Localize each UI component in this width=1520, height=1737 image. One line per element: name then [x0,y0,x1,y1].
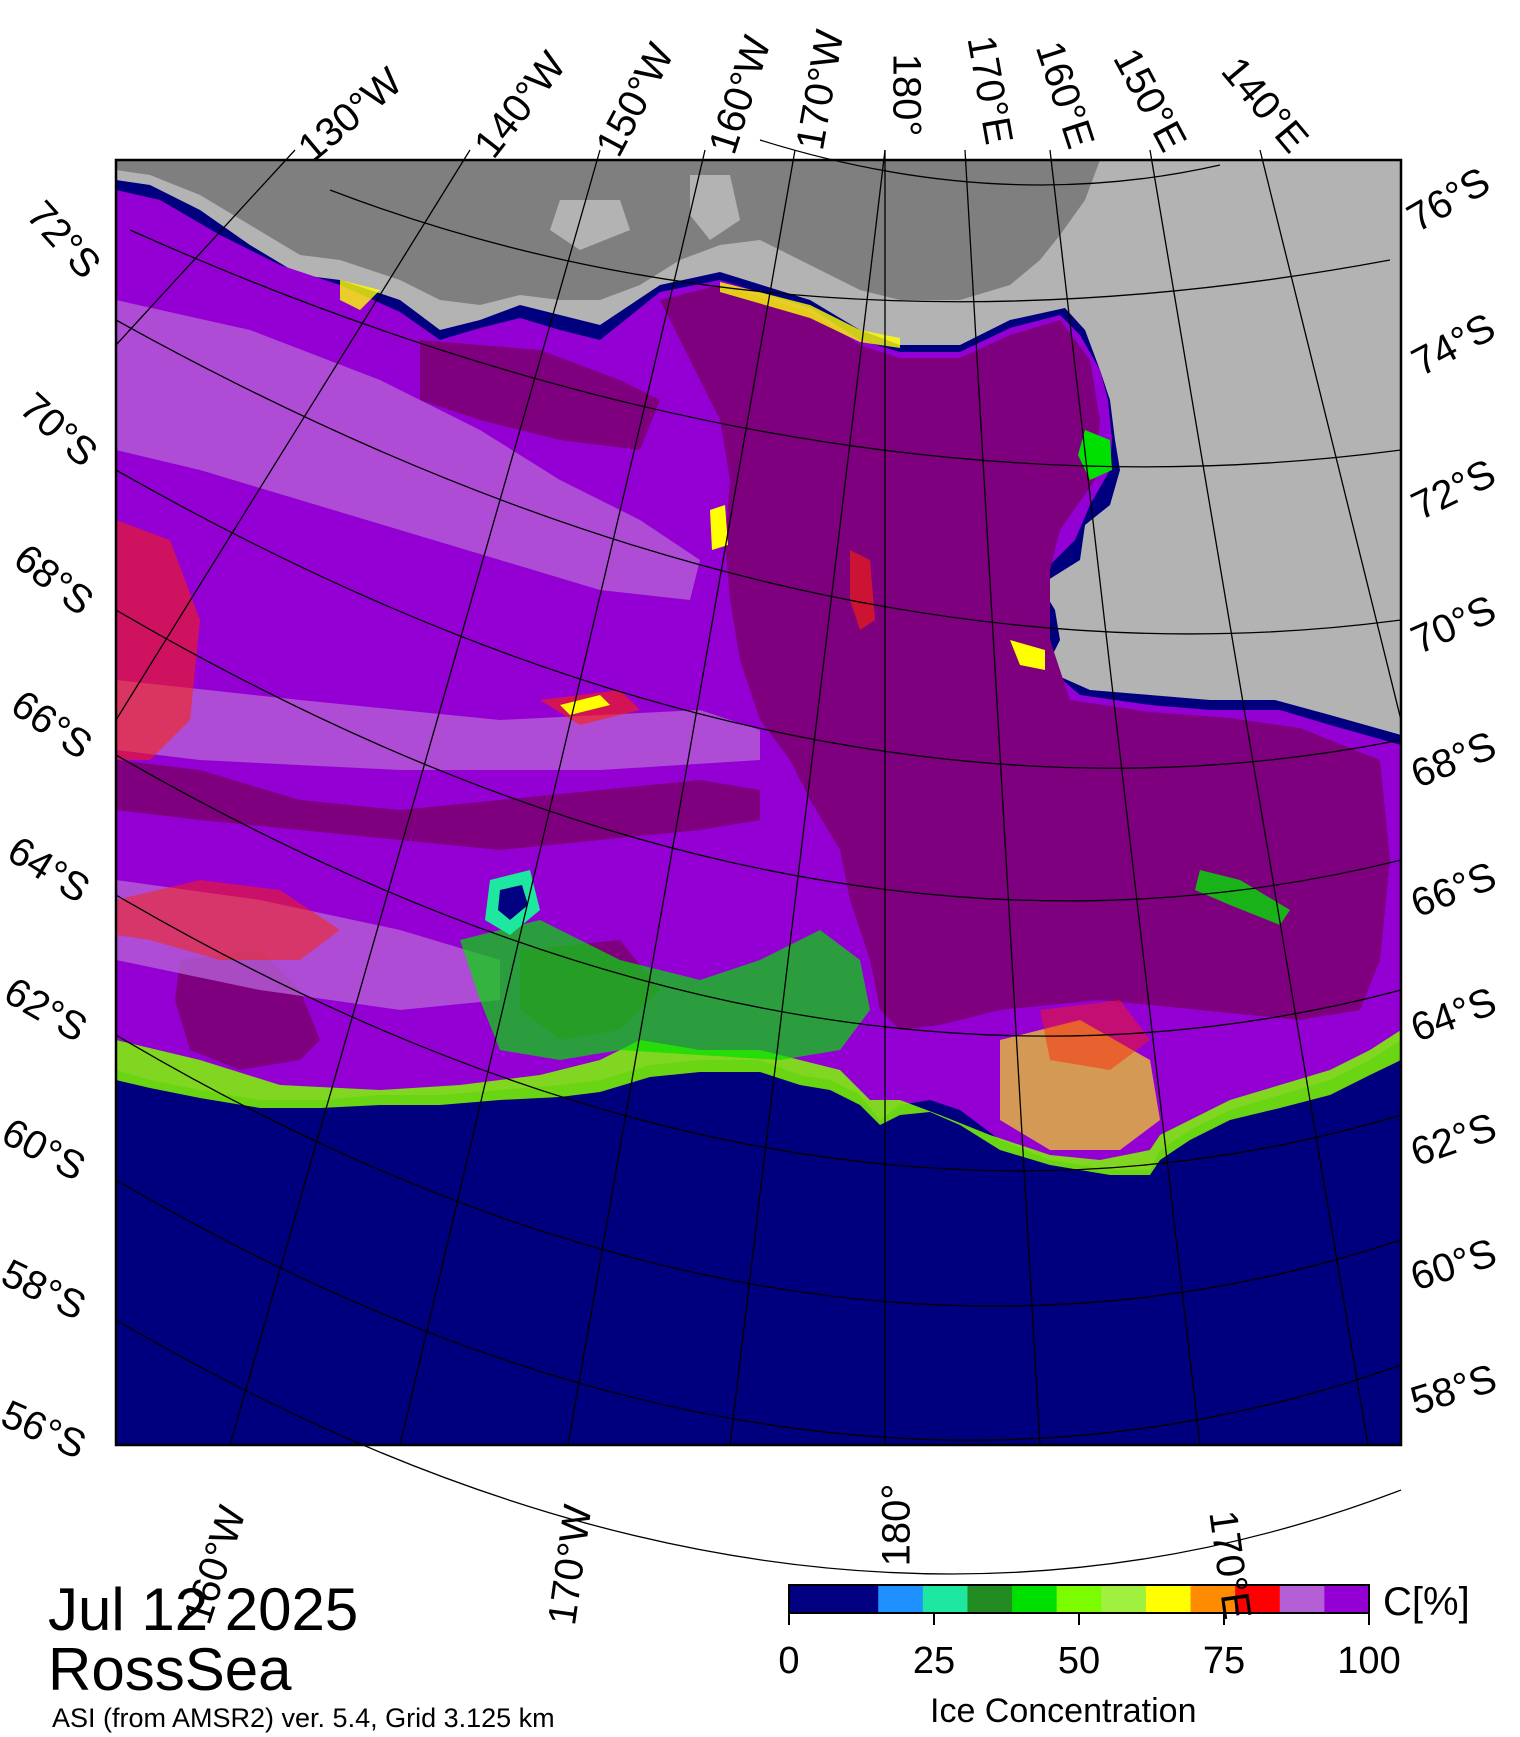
colorbar-segment [1145,1585,1192,1613]
colorbar-tick: 100 [1337,1640,1401,1682]
map-date: Jul 12 2025 [48,1576,359,1643]
map-frame [114,158,1403,1447]
colorbar-segment [833,1585,879,1613]
colorbar-tick: 75 [1202,1640,1246,1682]
land-antarctica [116,160,1401,735]
colorbar-segment [1279,1585,1325,1613]
colorbar-segment [789,1585,835,1613]
colorbar-segment [1324,1585,1370,1613]
colorbar-segment [1012,1585,1058,1613]
colorbar-title: Ice Concentration [930,1692,1197,1730]
colorbar-segment [967,1585,1013,1613]
lon-label-bottom: 180° [874,1483,919,1567]
graticule-parallels [115,139,1402,1575]
colorbar-segment [1101,1585,1147,1613]
colorbar-tick: 50 [1057,1640,1101,1682]
colorbar-tick: 0 [778,1640,800,1682]
colorbar-segment [1190,1585,1236,1613]
colorbar-segment [1235,1585,1281,1613]
colorbar-unit: C[%] [1383,1580,1470,1624]
colorbar-segment [1056,1585,1102,1613]
ice-edge-zone [116,1030,1401,1175]
map-region: RossSea [48,1636,292,1703]
colorbar-tick: 25 [912,1640,956,1682]
colorbar [788,1584,1370,1625]
map-source: ASI (from AMSR2) ver. 5.4, Grid 3.125 km [52,1703,555,1733]
colorbar-segment [922,1585,968,1613]
graticule-meridians [115,149,1402,1446]
colorbar-segment [878,1585,924,1613]
lon-label-top: 180° [884,53,929,137]
ice-low-red [116,520,200,760]
